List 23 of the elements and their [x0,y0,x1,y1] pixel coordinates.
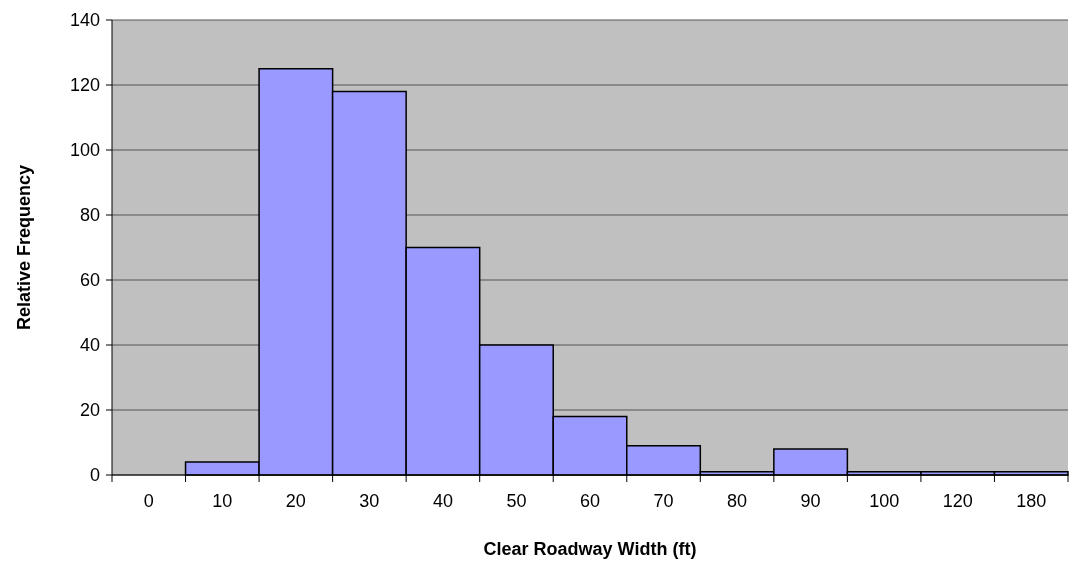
x-tick-label: 30 [359,491,380,511]
x-tick-label: 20 [285,491,306,511]
x-tick-label: 90 [800,491,821,511]
x-tick-label: 40 [432,491,453,511]
x-tick-label: 0 [143,491,154,511]
y-tick-label: 120 [69,75,100,96]
x-axis-title: Clear Roadway Width (ft) [483,539,697,559]
x-tick-label: 80 [727,491,748,511]
x-tick-label: 100 [869,491,900,511]
y-tick-label: 60 [79,270,100,291]
x-tick-label: 120 [942,491,973,511]
y-tick-label: 100 [69,140,100,161]
x-tick-label: 60 [579,491,601,511]
y-tick-label: 140 [69,10,100,31]
y-axis-title: Relative Frequency [14,164,34,331]
y-tick-label: 20 [79,400,100,421]
x-tick-label: 50 [506,491,527,511]
x-tick-label: 70 [653,491,674,511]
y-tick-label: 40 [79,335,100,356]
y-tick-label: 80 [79,205,100,226]
y-tick-label: 0 [89,465,100,486]
x-tick-label: 10 [212,491,233,511]
x-tick-label: 180 [1016,491,1047,511]
